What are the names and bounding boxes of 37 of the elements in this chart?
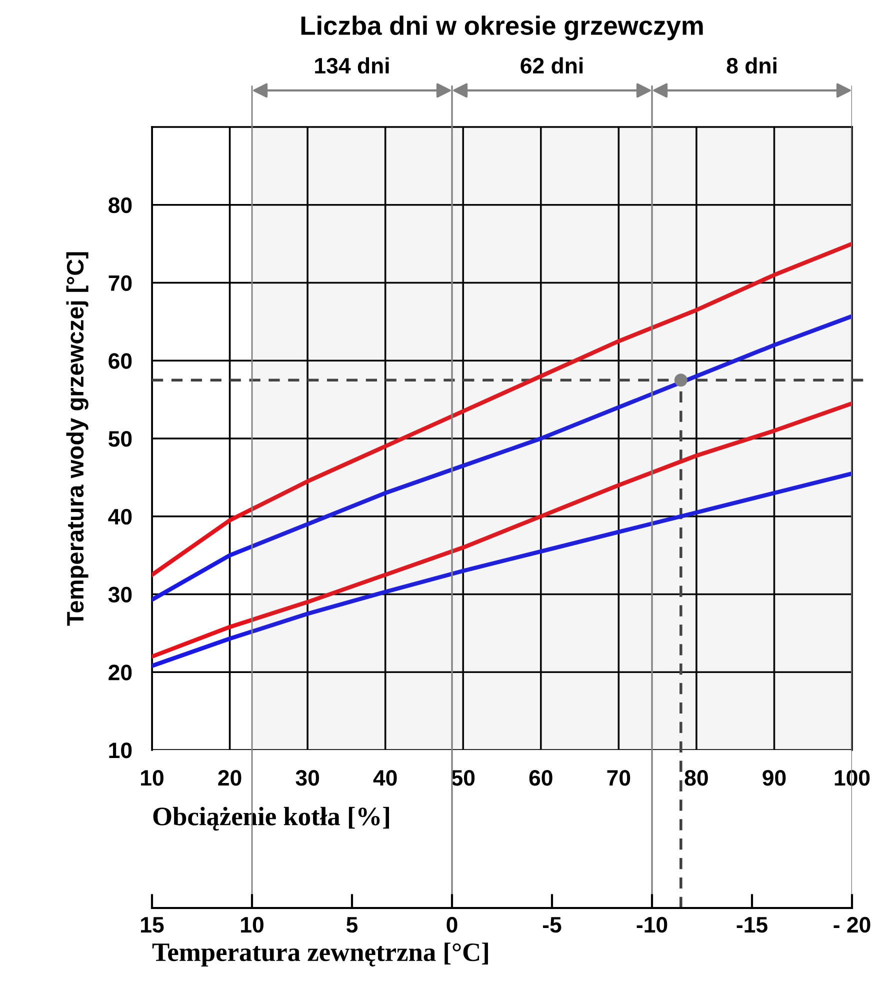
y-tick-label: 30 [108, 586, 132, 603]
y-tick-label: 60 [108, 353, 132, 369]
line-series [152, 401, 852, 659]
x2-tick-label: - 20 [834, 916, 870, 933]
x-tick-label: 90 [762, 770, 786, 786]
x2-axis-title: Temperatura zewnętrzna [°C] [152, 942, 488, 967]
y-tick-label: 70 [108, 275, 132, 292]
x-tick-label: 100 [834, 770, 870, 786]
y-tick-label: 50 [108, 431, 132, 447]
y-axis-title: Temperatura wody grzewczej [°C] [66, 252, 88, 626]
x-tick-label: 60 [529, 770, 552, 786]
band-label: 8 dni [726, 57, 776, 74]
x2-tick-label: 5 [346, 917, 358, 933]
y-tick-label: 80 [108, 197, 132, 214]
x-tick-label: 10 [141, 770, 164, 786]
x2-tick-label: -10 [636, 916, 668, 933]
x2-tick-label: 15 [141, 917, 164, 933]
x2-tick-label: 10 [241, 916, 264, 933]
x-tick-label: 40 [373, 770, 397, 786]
y-tick-label: 10 [109, 742, 132, 758]
band-label: 62 dni [520, 57, 583, 74]
x2-tick-label: -15 [736, 917, 768, 933]
y-tick-label: 20 [108, 664, 132, 680]
line-series [152, 471, 852, 668]
x2-tick-label: -5 [542, 917, 562, 933]
x-tick-label: 70 [607, 770, 630, 786]
x-axis-title: Obciążenie kotła [%] [153, 806, 389, 831]
line-series [152, 314, 852, 602]
x-tick-label: 80 [684, 770, 708, 786]
line-series [152, 242, 852, 577]
chart-title: Liczba dni w okresie grzewczym [301, 16, 703, 40]
x-tick-label: 50 [451, 770, 475, 786]
x2-tick-label: 0 [446, 916, 458, 933]
x-tick-label: 30 [296, 770, 320, 786]
x-tick-label: 20 [218, 770, 242, 786]
band-label: 134 dni [315, 57, 389, 74]
y-tick-label: 40 [108, 508, 132, 525]
